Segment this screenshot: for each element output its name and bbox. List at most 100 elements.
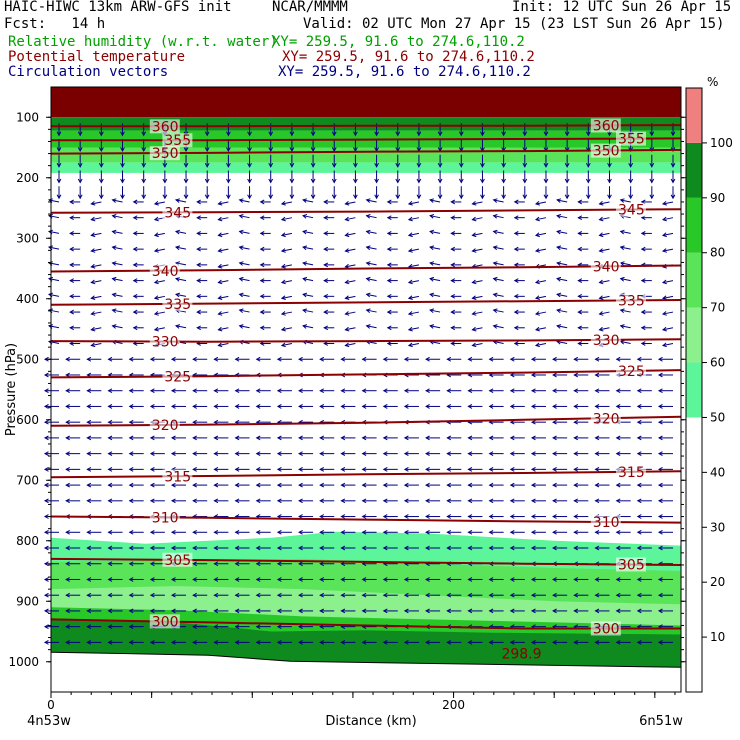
wind-vector-head xyxy=(217,232,223,238)
wind-vector xyxy=(91,295,102,299)
wind-vector-head xyxy=(522,178,528,184)
wind-vector-head xyxy=(530,545,536,551)
wind-vector-head xyxy=(657,451,663,456)
wind-vector-head xyxy=(217,295,223,300)
wind-vector xyxy=(430,246,441,250)
wind-vector-head xyxy=(365,324,371,329)
wind-vector-head xyxy=(43,419,49,425)
wind-vector xyxy=(472,264,483,268)
wind-vector-head xyxy=(86,498,92,504)
wind-vector-head xyxy=(98,194,104,200)
wind-vector xyxy=(91,311,102,315)
colorbar-label: 90 xyxy=(710,191,725,205)
wind-vector-head xyxy=(107,624,113,630)
wind-vector-head xyxy=(132,325,138,331)
wind-vector-head xyxy=(259,215,265,221)
wind-vector-head xyxy=(573,514,579,519)
wind-vector-head xyxy=(69,246,74,252)
wind-vector-head xyxy=(657,640,663,645)
theta-contour xyxy=(50,415,682,427)
wind-vector-head xyxy=(238,324,244,329)
wind-vector-head xyxy=(513,293,519,299)
wind-vector-head xyxy=(492,276,498,282)
x-left-endpoint: 4n53w xyxy=(27,714,71,729)
wind-vector-head xyxy=(488,592,494,598)
wind-vector xyxy=(408,217,420,221)
wind-vector-head xyxy=(534,201,540,206)
wind-vector-head xyxy=(657,404,663,409)
wind-vector-head xyxy=(213,404,219,409)
theta-label-bg xyxy=(590,411,621,426)
wind-vector-head xyxy=(429,292,435,298)
wind-vector-head xyxy=(149,545,155,551)
theta-contour xyxy=(50,264,682,273)
wind-vector-head xyxy=(573,372,579,378)
center-label: NCAR/MMMM xyxy=(272,0,348,15)
theta-contour-label: 315 xyxy=(164,469,191,485)
wind-vector xyxy=(620,341,631,345)
wind-vector-head xyxy=(522,194,528,200)
wind-vector-head xyxy=(247,147,252,153)
wind-vector-head xyxy=(416,178,422,184)
wind-vector-head xyxy=(657,356,663,362)
wind-vector-head xyxy=(65,561,70,567)
wind-vector-head xyxy=(217,326,223,332)
wind-vector-head xyxy=(43,372,49,378)
wind-vector-head xyxy=(407,342,413,348)
wind-vector-head xyxy=(128,577,134,582)
wind-vector-head xyxy=(446,451,452,456)
wind-vector-head xyxy=(174,292,181,298)
wind-vector-head xyxy=(446,514,452,519)
wind-vector-head xyxy=(492,292,498,298)
wind-vector-head xyxy=(255,608,261,614)
wind-vector-head xyxy=(425,514,430,519)
wind-vector-head xyxy=(268,194,274,200)
wind-vector xyxy=(302,293,314,297)
wind-vector-head xyxy=(259,246,265,252)
wind-vector-head xyxy=(661,232,667,238)
wind-vector-head xyxy=(573,592,579,598)
wind-vector-head xyxy=(259,278,265,283)
wind-vector xyxy=(239,325,250,329)
wind-vector-head xyxy=(552,640,557,645)
wind-vector-head xyxy=(577,215,583,221)
wind-vector xyxy=(154,248,165,252)
wind-vector xyxy=(239,309,250,313)
wind-vector xyxy=(112,246,123,250)
wind-vector xyxy=(175,293,187,297)
wind-vector-head xyxy=(619,229,625,235)
wind-vector-head xyxy=(661,326,667,332)
wind-vector-head xyxy=(552,419,557,425)
wind-vector-head xyxy=(480,194,485,200)
theta-contour-label: 330 xyxy=(593,333,620,349)
wind-vector-head xyxy=(407,311,413,316)
colorbar-segment xyxy=(686,417,702,692)
wind-vector-head xyxy=(298,356,303,362)
wind-vector-head xyxy=(255,640,261,645)
wind-vector-head xyxy=(238,245,244,251)
wind-vector-head xyxy=(234,498,240,504)
wind-vector-head xyxy=(395,131,401,137)
wind-vector-head xyxy=(480,178,485,184)
wind-vector-head xyxy=(670,147,676,153)
wind-vector-head xyxy=(192,640,197,645)
wind-vector-head xyxy=(543,131,549,137)
wind-vector-head xyxy=(585,131,591,137)
wind-vector xyxy=(599,280,610,284)
wind-vector-head xyxy=(319,388,325,394)
wind-vector-head xyxy=(395,162,401,168)
wind-vector xyxy=(557,262,568,266)
wind-vector-head xyxy=(319,561,325,567)
theta-contour-label: 310 xyxy=(152,510,179,526)
theta-contour xyxy=(50,515,682,524)
wind-vector-head xyxy=(69,199,74,205)
wind-vector-head xyxy=(107,466,113,472)
wind-vector-head xyxy=(340,451,346,456)
wind-vector-head xyxy=(509,451,515,456)
wind-vector-head xyxy=(170,529,176,535)
theta-label-bg xyxy=(162,552,193,567)
wind-vector-head xyxy=(552,498,557,504)
wind-vector-head xyxy=(488,608,494,614)
wind-vector-head xyxy=(513,341,519,346)
wind-vector xyxy=(302,309,314,313)
